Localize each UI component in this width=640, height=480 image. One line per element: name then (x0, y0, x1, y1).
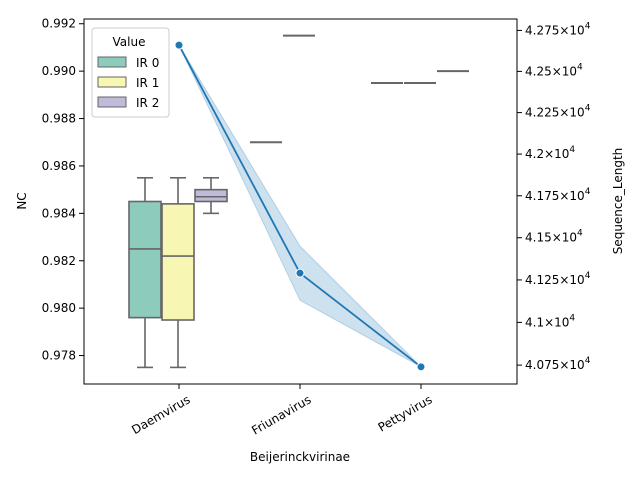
sequence-length-line (174, 40, 426, 372)
tick-exponent: 4 (577, 62, 583, 72)
left-axis: 0.978 0.980 0.982 0.984 0.986 0.988 0.990 0.992 (42, 17, 84, 363)
right-axis-tick-label: 4.125×104 (525, 271, 591, 287)
left-axis-tick-label: 0.984 (42, 206, 76, 220)
sequence-length-point (295, 268, 305, 278)
right-axis-tick-label: 4.1×104 (525, 313, 575, 329)
tick-times-ten: ×10 (559, 106, 584, 120)
left-axis-label: NC (15, 192, 29, 209)
tick-mantissa: 4.1 (525, 315, 544, 329)
left-axis-tick-label: 0.980 (42, 301, 76, 315)
sequence-length-point (416, 362, 426, 372)
right-axis: 4.075×1044.1×1044.125×1044.15×1044.175×1… (517, 21, 591, 372)
left-axis-tick-label: 0.990 (42, 64, 76, 78)
tick-exponent: 4 (585, 21, 591, 31)
tick-times-ten: ×10 (559, 358, 584, 372)
x-axis-label: Beijerinckvirinae (250, 450, 350, 464)
tick-mantissa: 4.225 (525, 106, 559, 120)
box-ir-2-daemvirus (194, 176, 228, 215)
right-axis-tick-label: 4.15×104 (525, 229, 583, 245)
tick-exponent: 4 (577, 229, 583, 239)
tick-times-ten: ×10 (559, 189, 584, 203)
box-ir-1-daemvirus (161, 176, 195, 369)
legend-box (91, 27, 170, 118)
left-axis-tick-label: 0.992 (42, 17, 76, 31)
box-body (128, 200, 162, 319)
x-axis-tick-label: Friunavirus (249, 392, 313, 437)
tick-exponent: 4 (585, 356, 591, 366)
right-axis-tick-label: 4.075×104 (525, 356, 591, 372)
legend-swatch (97, 76, 127, 88)
right-axis-tick-label: 4.25×104 (525, 62, 583, 78)
right-axis-label: Sequence_Length (611, 148, 625, 255)
legend-title: Value (113, 35, 146, 49)
tick-times-ten: ×10 (544, 315, 569, 329)
box-plots (128, 34, 469, 369)
right-axis-tick-label: 4.175×104 (525, 187, 591, 203)
left-axis-tick-label: 0.988 (42, 112, 76, 126)
right-axis-tick-label: 4.2×104 (525, 145, 575, 161)
tick-times-ten: ×10 (552, 64, 577, 78)
legend-swatch (97, 56, 127, 68)
legend-entry-label: IR 0 (136, 56, 159, 70)
tick-exponent: 4 (569, 145, 575, 155)
x-axis-tick-label: Pettyvirus (376, 392, 435, 434)
tick-mantissa: 4.25 (525, 64, 552, 78)
legend-entry-label: IR 1 (136, 76, 159, 90)
x-axis-tick-label: Daemvirus (129, 392, 192, 437)
tick-mantissa: 4.075 (525, 358, 559, 372)
sequence-length-point (174, 40, 184, 50)
tick-exponent: 4 (585, 104, 591, 114)
tick-mantissa: 4.275 (525, 23, 559, 37)
tick-times-ten: ×10 (559, 23, 584, 37)
legend: Value IR 0 IR 1 IR 2 (91, 27, 170, 118)
box-body (194, 188, 228, 203)
confidence-band (178, 44, 422, 368)
tick-times-ten: ×10 (552, 231, 577, 245)
tick-mantissa: 4.15 (525, 231, 552, 245)
tick-times-ten: ×10 (544, 147, 569, 161)
right-axis-tick-label: 4.225×104 (525, 104, 591, 120)
tick-mantissa: 4.125 (525, 273, 559, 287)
left-axis-tick-label: 0.986 (42, 159, 76, 173)
sequence-length-series-line (178, 44, 422, 368)
tick-exponent: 4 (585, 271, 591, 281)
tick-mantissa: 4.2 (525, 147, 544, 161)
left-axis-tick-label: 0.982 (42, 254, 76, 268)
tick-exponent: 4 (585, 187, 591, 197)
tick-exponent: 4 (569, 313, 575, 323)
box-body (161, 203, 195, 321)
tick-times-ten: ×10 (559, 273, 584, 287)
box-ir-0-daemvirus (128, 176, 162, 369)
right-axis-tick-label: 4.275×104 (525, 21, 591, 37)
left-axis-tick-label: 0.978 (42, 349, 76, 363)
x-axis: Daemvirus Friunavirus Pettyvirus (129, 384, 435, 438)
legend-swatch (97, 96, 127, 108)
tick-mantissa: 4.175 (525, 189, 559, 203)
legend-entry-label: IR 2 (136, 96, 159, 110)
